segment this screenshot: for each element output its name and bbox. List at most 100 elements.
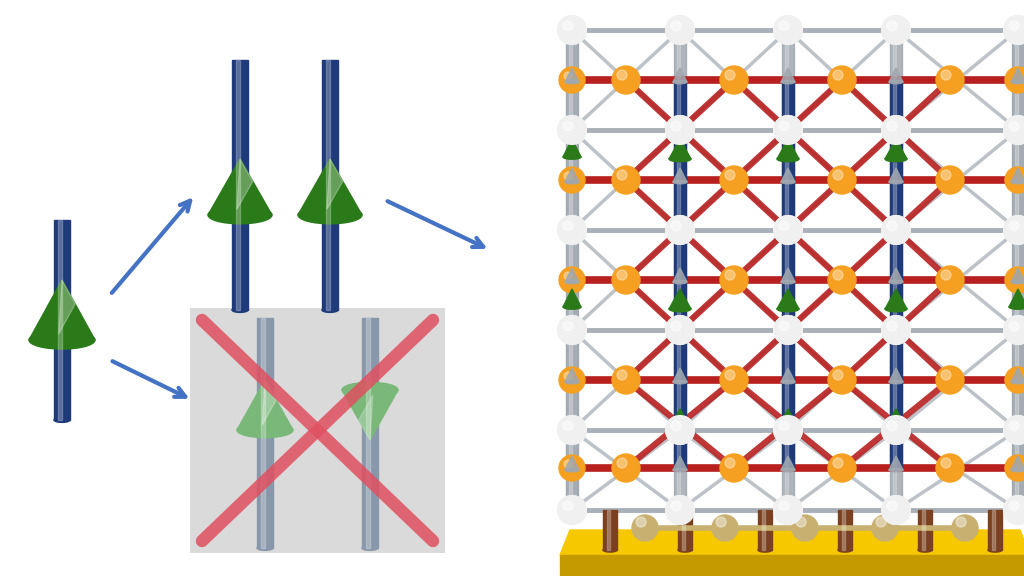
Bar: [922, 510, 925, 550]
Polygon shape: [1011, 456, 1024, 470]
Polygon shape: [889, 68, 903, 82]
Ellipse shape: [781, 468, 795, 472]
Circle shape: [1004, 496, 1024, 524]
Circle shape: [833, 270, 843, 280]
Ellipse shape: [885, 426, 907, 432]
Ellipse shape: [673, 380, 687, 384]
Circle shape: [833, 170, 843, 180]
Circle shape: [774, 496, 802, 524]
Circle shape: [612, 66, 640, 94]
Bar: [678, 510, 692, 550]
Circle shape: [882, 216, 910, 244]
Circle shape: [887, 121, 897, 131]
Circle shape: [725, 170, 735, 180]
Ellipse shape: [565, 380, 579, 384]
Ellipse shape: [781, 281, 795, 284]
Polygon shape: [1011, 168, 1024, 182]
Circle shape: [1009, 321, 1019, 331]
Circle shape: [617, 170, 627, 180]
Ellipse shape: [889, 180, 903, 184]
Ellipse shape: [890, 228, 902, 232]
Circle shape: [774, 316, 802, 344]
Circle shape: [1004, 496, 1024, 524]
Ellipse shape: [838, 548, 852, 552]
Circle shape: [774, 116, 802, 144]
Circle shape: [558, 496, 586, 524]
Ellipse shape: [565, 468, 579, 472]
Circle shape: [1005, 455, 1024, 481]
Circle shape: [882, 216, 910, 244]
Circle shape: [882, 496, 910, 524]
Circle shape: [666, 316, 694, 344]
Ellipse shape: [889, 80, 903, 84]
Circle shape: [1009, 221, 1019, 231]
Circle shape: [720, 66, 748, 94]
Polygon shape: [565, 168, 579, 182]
Circle shape: [887, 501, 897, 511]
Bar: [782, 230, 794, 380]
Circle shape: [1005, 67, 1024, 93]
Circle shape: [774, 416, 802, 444]
Polygon shape: [889, 68, 903, 82]
Ellipse shape: [674, 466, 686, 470]
Circle shape: [833, 70, 843, 80]
Ellipse shape: [781, 468, 795, 472]
Ellipse shape: [889, 281, 903, 284]
Ellipse shape: [889, 380, 903, 384]
Polygon shape: [673, 268, 687, 282]
Polygon shape: [673, 456, 687, 470]
Polygon shape: [1011, 456, 1024, 470]
Circle shape: [1009, 121, 1019, 131]
Polygon shape: [298, 159, 362, 215]
Circle shape: [563, 421, 573, 431]
Polygon shape: [565, 456, 579, 470]
Ellipse shape: [1011, 180, 1024, 184]
Ellipse shape: [1011, 281, 1024, 284]
Bar: [890, 230, 902, 380]
Circle shape: [828, 266, 856, 294]
Polygon shape: [237, 159, 253, 210]
Bar: [758, 510, 772, 550]
Bar: [890, 380, 902, 468]
Circle shape: [779, 321, 790, 331]
Polygon shape: [777, 409, 799, 429]
Circle shape: [666, 116, 694, 144]
Circle shape: [1004, 416, 1024, 444]
Bar: [918, 510, 932, 550]
Polygon shape: [781, 368, 795, 382]
Polygon shape: [1011, 68, 1024, 82]
Ellipse shape: [889, 468, 903, 472]
Circle shape: [1005, 167, 1024, 193]
Polygon shape: [327, 159, 343, 210]
Ellipse shape: [563, 155, 581, 159]
Ellipse shape: [565, 80, 579, 84]
Circle shape: [671, 321, 681, 331]
Bar: [893, 80, 896, 230]
Circle shape: [558, 216, 586, 244]
Bar: [762, 510, 765, 550]
Polygon shape: [565, 456, 579, 470]
Circle shape: [1009, 21, 1019, 31]
Circle shape: [558, 16, 586, 44]
Bar: [322, 60, 338, 310]
Bar: [890, 80, 902, 230]
Ellipse shape: [781, 80, 795, 84]
Polygon shape: [781, 456, 795, 470]
Bar: [674, 25, 686, 510]
Ellipse shape: [1011, 80, 1024, 84]
Ellipse shape: [782, 378, 794, 382]
Ellipse shape: [673, 281, 687, 284]
Ellipse shape: [889, 281, 903, 284]
Circle shape: [1004, 216, 1024, 244]
Polygon shape: [885, 139, 907, 159]
Circle shape: [666, 316, 694, 344]
Polygon shape: [673, 368, 687, 382]
Bar: [677, 25, 680, 510]
Circle shape: [882, 416, 910, 444]
Circle shape: [558, 496, 586, 524]
Ellipse shape: [342, 382, 398, 397]
Polygon shape: [889, 268, 903, 282]
Ellipse shape: [782, 466, 794, 470]
Bar: [366, 318, 370, 548]
Circle shape: [671, 21, 681, 31]
